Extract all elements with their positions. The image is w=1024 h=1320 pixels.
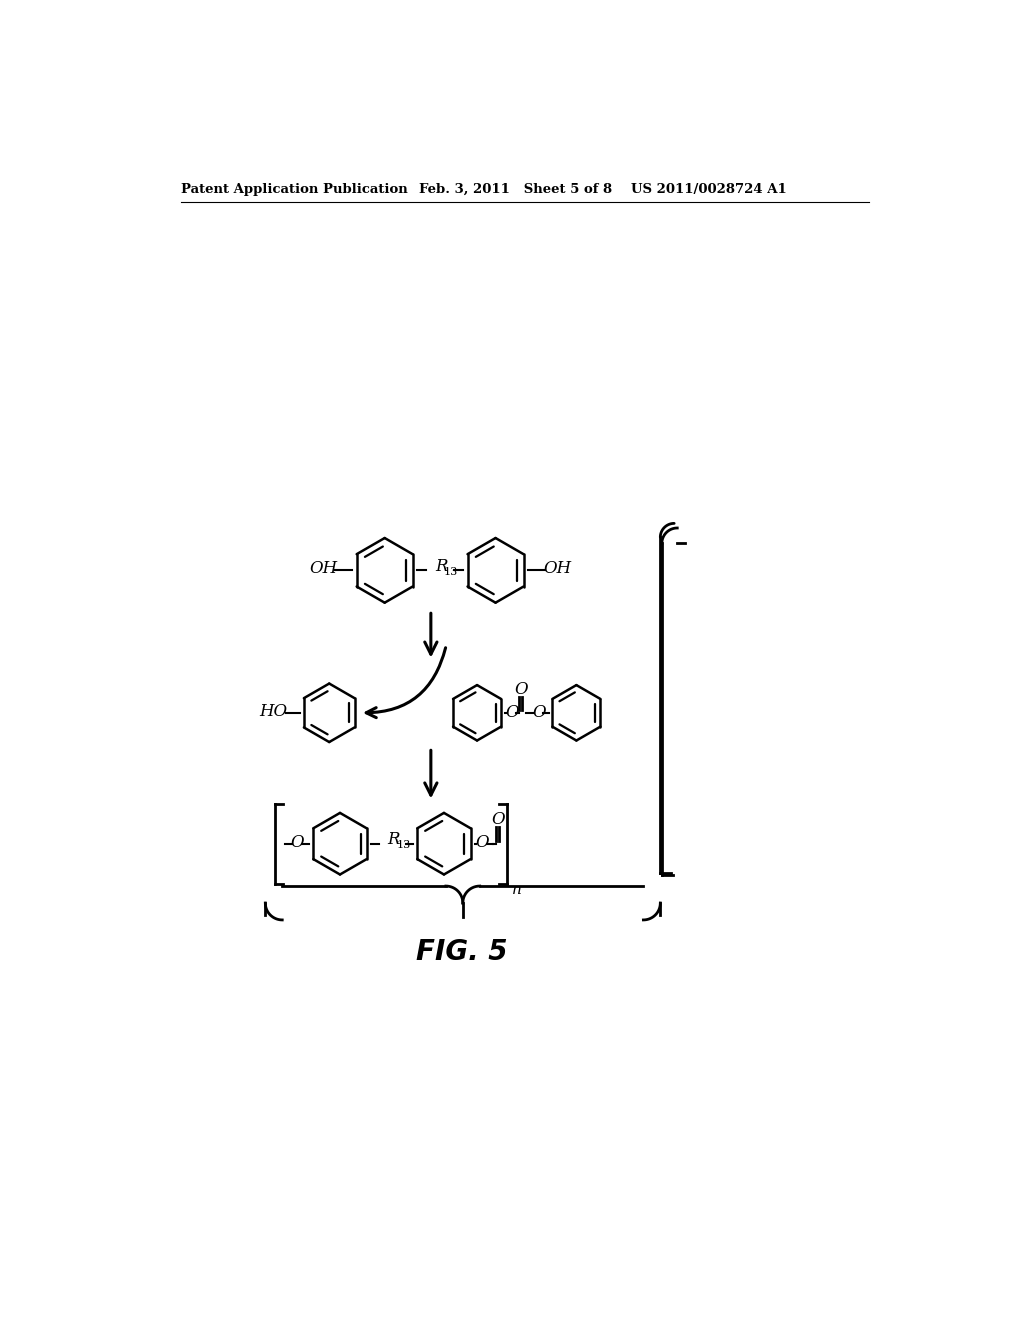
Text: FIG. 5: FIG. 5 [416,937,508,965]
Text: 13: 13 [396,841,411,850]
Text: O: O [514,681,527,698]
Text: Feb. 3, 2011   Sheet 5 of 8: Feb. 3, 2011 Sheet 5 of 8 [419,182,612,195]
Text: R: R [388,832,400,849]
Text: US 2011/0028724 A1: US 2011/0028724 A1 [631,182,786,195]
Text: O: O [531,704,546,721]
Text: HO: HO [260,702,288,719]
Text: 13: 13 [444,566,458,577]
Text: OH: OH [543,560,571,577]
Text: R: R [435,558,447,576]
Text: O: O [492,810,505,828]
Text: OH: OH [309,560,337,577]
Text: n: n [512,883,521,896]
Text: O: O [475,834,489,851]
Text: O: O [291,834,304,851]
Text: Patent Application Publication: Patent Application Publication [180,182,408,195]
Text: O: O [505,704,518,721]
